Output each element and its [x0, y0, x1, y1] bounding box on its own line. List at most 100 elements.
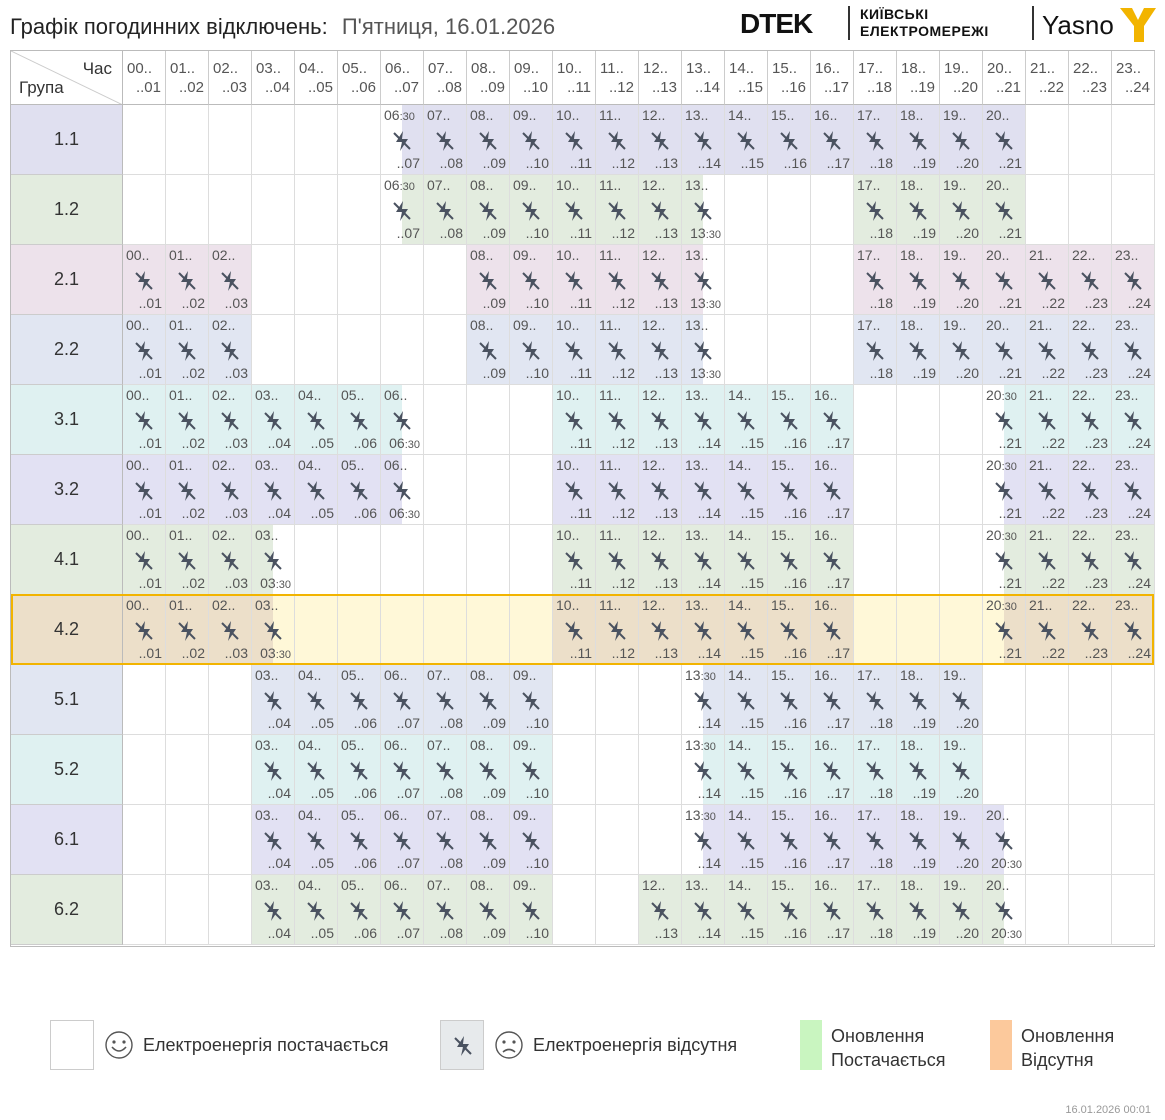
- hour-header: 05.. ..06: [338, 51, 381, 105]
- outage-end: ..23: [1084, 645, 1108, 661]
- no-power-icon: [823, 620, 841, 641]
- schedule-cell: [295, 525, 338, 595]
- schedule-cell: 15.. ..16: [768, 595, 811, 665]
- legend-update-supplied-label: Оновлення Постачається: [831, 1024, 946, 1072]
- outage-end: ..05: [310, 505, 334, 521]
- no-power-icon: [780, 900, 798, 921]
- hour-end: ..18: [866, 79, 892, 96]
- schedule-cell: 11.. ..12: [596, 455, 639, 525]
- schedule-cell: 06.. ..07: [381, 875, 424, 945]
- outage-end: ..04: [267, 855, 291, 871]
- schedule-cell: 15.. ..16: [768, 385, 811, 455]
- dtek-logo-text: DTEK: [740, 8, 813, 39]
- schedule-cell: [1069, 875, 1112, 945]
- schedule-cell: [940, 385, 983, 455]
- outage-end: ..01: [138, 365, 162, 381]
- outage-fill: [703, 665, 724, 734]
- outage-start: 01..: [169, 317, 193, 333]
- outage-end: ..11: [569, 575, 592, 591]
- schedule-cell: [940, 455, 983, 525]
- hour-header: 23.. ..24: [1112, 51, 1155, 105]
- outage-start: 16..: [814, 527, 838, 543]
- schedule-cell: [381, 245, 424, 315]
- outage-start: 07..: [427, 807, 451, 823]
- outage-end: ..18: [869, 855, 893, 871]
- schedule-cell: [553, 735, 596, 805]
- outage-fill: [402, 105, 423, 174]
- no-power-icon: [1081, 410, 1099, 431]
- outage-end: ..12: [611, 575, 635, 591]
- hour-axis-label: Час: [82, 59, 112, 78]
- schedule-cell: 07.. ..08: [424, 665, 467, 735]
- schedule-cell: [123, 875, 166, 945]
- no-power-icon: [479, 200, 497, 221]
- outage-end: ..15: [740, 155, 764, 171]
- outage-start: 13..: [685, 177, 709, 193]
- hour-start: 13..: [686, 60, 712, 77]
- outage-end: ..07: [396, 855, 420, 871]
- outage-end: ..19: [912, 155, 936, 171]
- no-power-icon: [178, 270, 196, 291]
- outage-start: 16..: [814, 597, 838, 613]
- outage-start: 14..: [728, 737, 752, 753]
- no-power-icon: [479, 900, 497, 921]
- outage-end: ..02: [181, 365, 205, 381]
- outage-start: 13..: [685, 317, 709, 333]
- schedule-cell: [467, 455, 510, 525]
- outage-fill: [1004, 385, 1025, 454]
- outage-end: ..07: [396, 225, 420, 241]
- outage-end: ..17: [826, 645, 850, 661]
- no-power-icon: [608, 130, 626, 151]
- schedule-cell: 20:30 ..21: [983, 595, 1026, 665]
- schedule-cell: 21.. ..22: [1026, 595, 1069, 665]
- schedule-cell: [209, 805, 252, 875]
- no-power-icon: [952, 830, 970, 851]
- hour-start: 22..: [1073, 60, 1099, 77]
- outage-end: ..01: [138, 505, 162, 521]
- hour-header: 14.. ..15: [725, 51, 768, 105]
- outage-end: ..18: [869, 925, 893, 941]
- outage-end: ..21: [998, 225, 1022, 241]
- no-power-icon: [178, 340, 196, 361]
- no-power-icon: [454, 1036, 472, 1056]
- no-power-icon: [694, 760, 712, 781]
- schedule-cell: 18.. ..19: [897, 665, 940, 735]
- outage-start: 12..: [642, 107, 666, 123]
- schedule-cell: 06:30 ..07: [381, 175, 424, 245]
- outage-start: 11..: [599, 527, 622, 543]
- no-power-icon: [995, 480, 1013, 501]
- no-power-icon: [350, 830, 368, 851]
- no-power-icon: [608, 200, 626, 221]
- outage-start: 04..: [298, 807, 322, 823]
- outage-fill: [682, 315, 703, 384]
- hour-header: 07.. ..08: [424, 51, 467, 105]
- outage-end: ..07: [396, 155, 420, 171]
- outage-end: ..16: [783, 785, 807, 801]
- hour-end: ..09: [479, 79, 505, 96]
- outage-start: 03..: [255, 877, 279, 893]
- no-power-icon: [178, 410, 196, 431]
- schedule-cell: [897, 385, 940, 455]
- schedule-cell: 10.. ..11: [553, 105, 596, 175]
- outage-start: 05..: [341, 457, 365, 473]
- schedule-cell: 01.. ..02: [166, 315, 209, 385]
- outage-end: ..03: [224, 575, 248, 591]
- no-power-icon: [995, 410, 1013, 431]
- schedule-cell: 05.. ..06: [338, 385, 381, 455]
- schedule-cell: 03.. ..04: [252, 665, 295, 735]
- schedule-cell: 17.. ..18: [854, 175, 897, 245]
- outage-end: ..20: [955, 855, 979, 871]
- schedule-cell: 03.. 03:30: [252, 595, 295, 665]
- no-power-icon: [780, 410, 798, 431]
- outage-end: ..08: [439, 225, 463, 241]
- no-power-icon: [651, 480, 669, 501]
- outage-end: ..02: [181, 575, 205, 591]
- no-power-icon: [694, 200, 712, 221]
- no-power-icon: [436, 900, 454, 921]
- schedule-cell: 10.. ..11: [553, 455, 596, 525]
- schedule-cell: 13.. ..14: [682, 105, 725, 175]
- hour-header: 19.. ..20: [940, 51, 983, 105]
- schedule-cell: 20.. ..21: [983, 315, 1026, 385]
- no-power-icon: [909, 690, 927, 711]
- outage-end: ..21: [998, 505, 1022, 521]
